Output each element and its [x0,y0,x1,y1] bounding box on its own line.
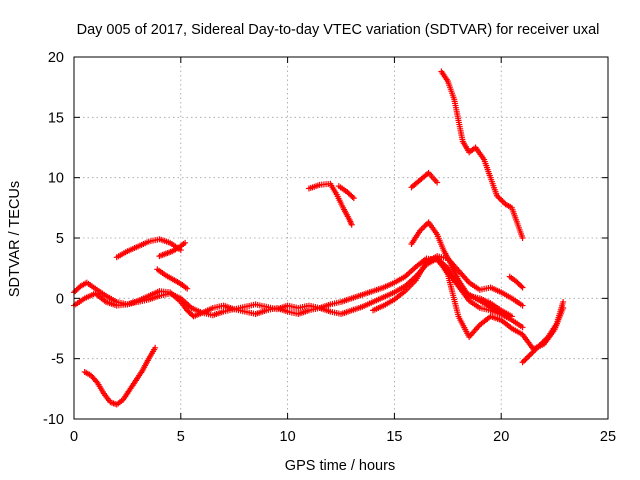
y-axis-label: SDTVAR / TECUs [7,181,23,297]
data-point [560,298,567,305]
data-point [519,324,526,331]
series-track-13 [438,68,526,241]
x-tick-label: 15 [386,429,402,445]
x-tick-label: 0 [70,429,78,445]
y-tick-label: 0 [56,291,64,307]
data-point [434,179,441,186]
x-tick-label: 25 [600,429,616,445]
data-point [348,221,355,228]
y-tick-label: 5 [56,231,64,247]
data-point [184,285,191,292]
data-point [519,235,526,241]
grid [74,57,608,419]
x-tick-label: 10 [280,429,296,445]
data-point [519,302,526,309]
data-point [350,195,357,202]
series-track-12 [408,169,441,191]
data-point [518,283,525,290]
series-track-5 [408,219,505,316]
data-point [519,284,526,291]
data-point [498,309,505,316]
chart-title: Day 005 of 2017, Sidereal Day-to-day VTE… [77,22,600,38]
axes: 0 5 10 15 20 25 -10 -5 0 5 10 15 20 [43,50,616,445]
data-points [71,68,567,408]
data-point [152,344,159,351]
series-track-7 [113,236,184,261]
y-tick-label: 15 [48,110,64,126]
x-axis-label: GPS time / hours [285,458,395,474]
y-tick-label: 10 [48,171,64,187]
y-tick-label: 20 [48,50,64,66]
series-track-9 [154,266,191,292]
series-track-15 [519,298,567,366]
series-track-6 [81,344,159,408]
data-point [182,239,189,246]
y-tick-label: -5 [51,352,64,368]
series-track-14 [506,273,526,291]
series-track-2 [71,255,526,331]
x-tick-label: 5 [177,429,185,445]
series-track-10 [305,180,355,228]
series-track-11 [335,183,357,202]
series-track-8 [156,239,189,260]
y-tick-label: -10 [43,412,64,428]
data-point [349,193,356,200]
x-tick-label: 20 [493,429,509,445]
